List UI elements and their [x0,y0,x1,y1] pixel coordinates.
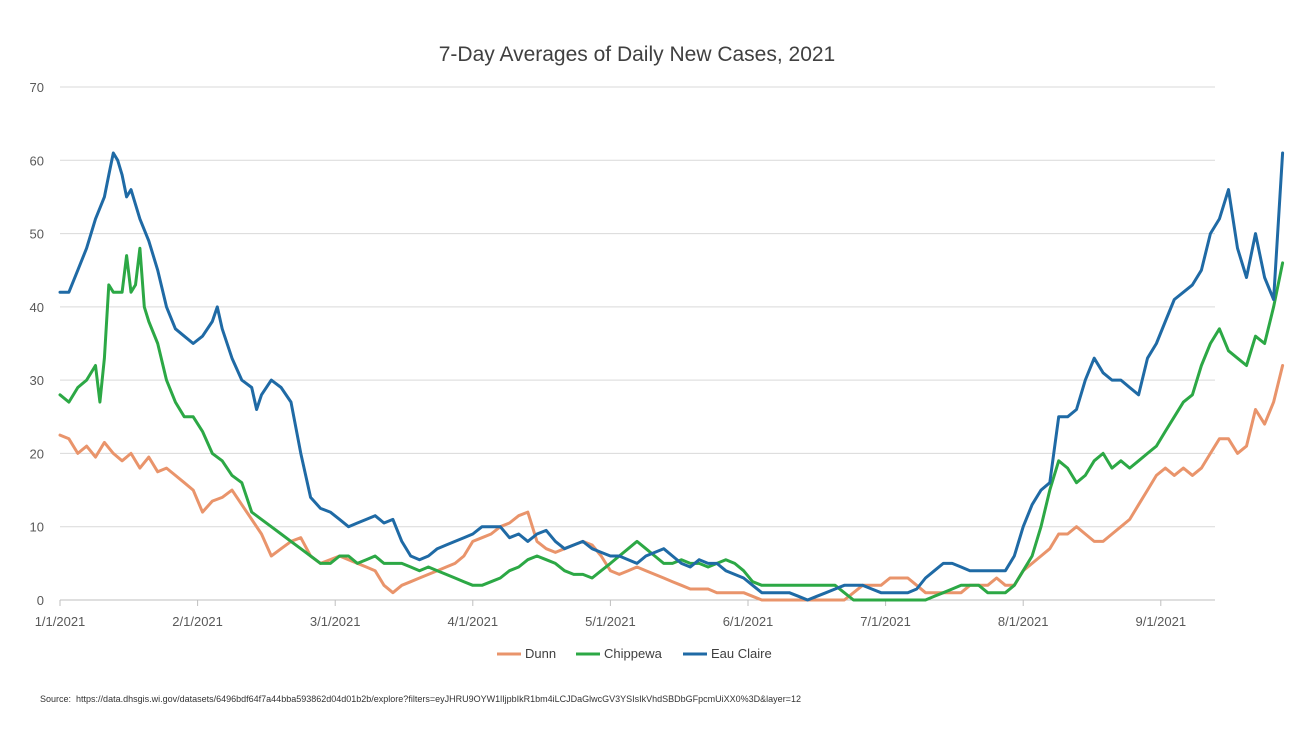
y-tick-label-30: 30 [30,373,44,388]
y-tick-label-0: 0 [37,593,44,608]
x-tick-label-2: 3/1/2021 [310,614,361,629]
series-lines [58,151,1285,602]
legend: Dunn Chippewa Eau Claire [497,646,772,661]
x-axis-ticks: 1/1/2021 2/1/2021 3/1/2021 4/1/2021 5/1/2021… [35,600,1186,629]
x-tick-label-5: 6/1/2021 [723,614,774,629]
x-tick-label-3: 4/1/2021 [447,614,498,629]
source-link[interactable]: https://data.dhsgis.wi.gov/datasets/6496… [76,694,801,704]
y-tick-label-10: 10 [30,520,44,535]
line-chart: 7-Day Averages of Daily New Cases, 2021 … [30,43,1285,661]
x-tick-label-8: 9/1/2021 [1135,614,1186,629]
y-tick-label-40: 40 [30,300,44,315]
legend-item-eau-claire: Eau Claire [683,646,772,661]
chart-title: 7-Day Averages of Daily New Cases, 2021 [439,43,835,66]
x-tick-label-4: 5/1/2021 [585,614,636,629]
source-note: Source: https://data.dhsgis.wi.gov/datas… [40,694,801,704]
series-line-dunn [58,364,1285,602]
legend-label-chippewa: Chippewa [604,646,663,661]
x-tick-label-0: 1/1/2021 [35,614,86,629]
x-tick-label-7: 8/1/2021 [998,614,1049,629]
gridlines [60,86,1215,528]
legend-label-eau-claire: Eau Claire [711,646,772,661]
legend-item-dunn: Dunn [497,646,556,661]
x-tick-label-1: 2/1/2021 [172,614,223,629]
y-tick-label-50: 50 [30,227,44,242]
legend-item-chippewa: Chippewa [576,646,663,661]
source-label: Source: [40,694,72,704]
series-line-eau-claire [58,151,1285,602]
legend-label-dunn: Dunn [525,646,556,661]
y-tick-label-20: 20 [30,446,44,461]
y-axis-ticks: 0 10 20 30 40 50 60 70 [30,80,44,608]
y-tick-label-70: 70 [30,80,44,95]
x-tick-label-6: 7/1/2021 [860,614,911,629]
series-line-chippewa [58,246,1285,602]
y-tick-label-60: 60 [30,153,44,168]
